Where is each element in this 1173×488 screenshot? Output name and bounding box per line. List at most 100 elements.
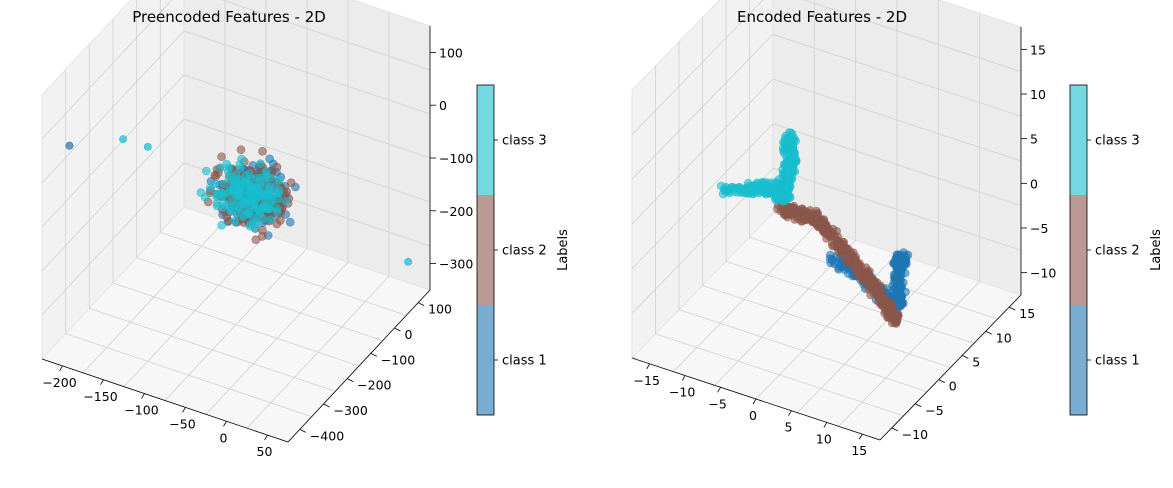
colorbar-tick-label: class 2: [1095, 244, 1140, 259]
data-point: [754, 188, 764, 198]
y-tick-label: 100: [428, 302, 452, 317]
data-point: [218, 198, 228, 208]
data-point: [851, 252, 860, 262]
data-point: [778, 194, 788, 204]
colorbar-segment: [477, 85, 494, 195]
data-point: [235, 164, 245, 173]
scatter-points: [65, 135, 413, 266]
data-point: [217, 152, 226, 161]
data-point: [211, 172, 221, 181]
data-point: [251, 216, 260, 226]
y-tick: [417, 302, 425, 307]
data-point: [880, 308, 890, 318]
data-point: [234, 201, 244, 211]
data-point: [827, 231, 836, 240]
data-point: [201, 166, 211, 176]
data-point: [231, 190, 240, 199]
gridline: [631, 33, 1022, 180]
data-point: [200, 192, 210, 202]
y-tick: [299, 428, 307, 433]
y-tick: [394, 327, 401, 332]
chart-panel-1: −200 −150 −100 −50 0 50 100 0 −100 −200 −300 −400 10…: [41, 0, 473, 459]
x-tick: [59, 365, 63, 372]
y-axis-line: [287, 289, 431, 443]
x-tick-label: −5: [708, 396, 726, 411]
gridline: [160, 231, 407, 316]
colorbar-segment: [477, 195, 494, 305]
x-tick: [717, 387, 721, 393]
data-point: [802, 210, 812, 220]
y-tick-label: 10: [996, 330, 1012, 345]
data-point: [219, 179, 229, 189]
y-tick: [938, 379, 945, 383]
colorbar: class 1 class 2 class 3 Labels: [1069, 84, 1164, 416]
y-tick-label: −10: [902, 427, 928, 442]
data-point: [783, 207, 792, 216]
colorbar-tick-label: class 1: [1095, 354, 1140, 369]
x-tick: [223, 421, 227, 427]
y-tick: [346, 378, 354, 383]
y-tick-label: −5: [925, 403, 943, 418]
colorbar: class 1 class 2 class 3 Labels: [476, 84, 571, 416]
data-point: [261, 202, 271, 211]
z-tick-label: 0: [439, 98, 447, 113]
x-tick-label: −100: [124, 403, 158, 418]
data-point: [891, 316, 901, 326]
data-point: [276, 216, 285, 225]
data-point: [285, 217, 295, 227]
x-tick-label: −150: [83, 389, 117, 404]
x-tick-label: −10: [669, 385, 695, 400]
data-point: [866, 281, 876, 290]
data-point: [230, 216, 239, 226]
data-point: [236, 145, 246, 154]
colorbar-segment: [477, 305, 494, 415]
y-tick-label: −100: [381, 352, 415, 367]
data-point: [215, 163, 225, 172]
data-point: [119, 135, 127, 143]
y-tick: [915, 403, 922, 408]
data-point: [222, 159, 231, 169]
data-point: [866, 290, 876, 300]
gridline: [41, 0, 431, 140]
data-point: [791, 157, 801, 166]
colorbar-label: Labels: [556, 229, 571, 271]
z-tick-label: 15: [1030, 42, 1046, 57]
y-tick: [891, 427, 898, 432]
x-tick-label: −50: [169, 416, 195, 431]
x-tick-label: 10: [816, 431, 832, 446]
data-point: [266, 189, 276, 199]
data-point: [863, 270, 872, 280]
series-class-3: [716, 128, 801, 206]
z-tick-label: −300: [439, 257, 473, 272]
colorbar-label: Labels: [1149, 229, 1164, 271]
data-point: [251, 235, 261, 244]
colorbar-tick-label: class 3: [502, 134, 547, 149]
data-point: [783, 165, 793, 174]
data-point: [265, 215, 275, 225]
data-point: [837, 243, 846, 252]
z-tick-label: 0: [1030, 176, 1038, 191]
data-point: [65, 141, 74, 150]
scatter-points: [716, 128, 913, 328]
z-tick-label: 100: [439, 45, 463, 60]
x-tick: [858, 433, 863, 440]
x-tick: [788, 410, 792, 416]
colorbar-outline: [1069, 84, 1088, 416]
data-point: [896, 293, 906, 302]
data-point: [786, 144, 796, 154]
x-tick: [100, 379, 104, 385]
data-point: [226, 206, 236, 216]
data-point: [854, 260, 863, 269]
x-tick-label: 50: [257, 444, 273, 459]
y-tick-label: −400: [310, 428, 344, 443]
y-tick-label: 0: [405, 327, 413, 342]
data-point: [270, 182, 280, 191]
data-point: [286, 178, 296, 187]
data-point: [217, 220, 226, 230]
y-tick: [323, 403, 330, 408]
data-point: [237, 154, 246, 164]
x-tick: [823, 422, 828, 428]
y-tick: [985, 330, 992, 335]
